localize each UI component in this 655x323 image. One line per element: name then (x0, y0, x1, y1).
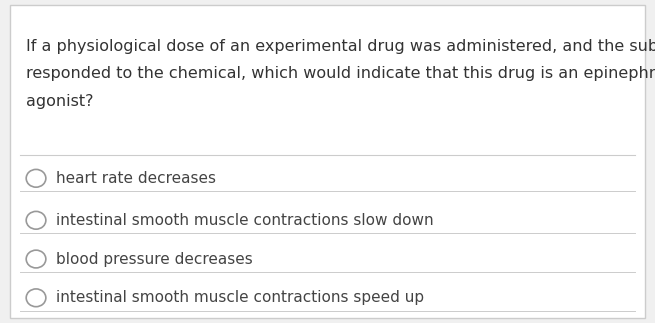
Text: heart rate decreases: heart rate decreases (56, 171, 215, 186)
Text: agonist?: agonist? (26, 94, 94, 109)
Ellipse shape (26, 250, 46, 268)
Text: responded to the chemical, which would indicate that this drug is an epinephrine: responded to the chemical, which would i… (26, 66, 655, 81)
Text: intestinal smooth muscle contractions speed up: intestinal smooth muscle contractions sp… (56, 290, 424, 305)
Ellipse shape (26, 212, 46, 229)
Ellipse shape (26, 169, 46, 187)
Text: blood pressure decreases: blood pressure decreases (56, 252, 252, 266)
Ellipse shape (26, 289, 46, 307)
Text: intestinal smooth muscle contractions slow down: intestinal smooth muscle contractions sl… (56, 213, 434, 228)
Text: If a physiological dose of an experimental drug was administered, and the subjec: If a physiological dose of an experiment… (26, 39, 655, 54)
